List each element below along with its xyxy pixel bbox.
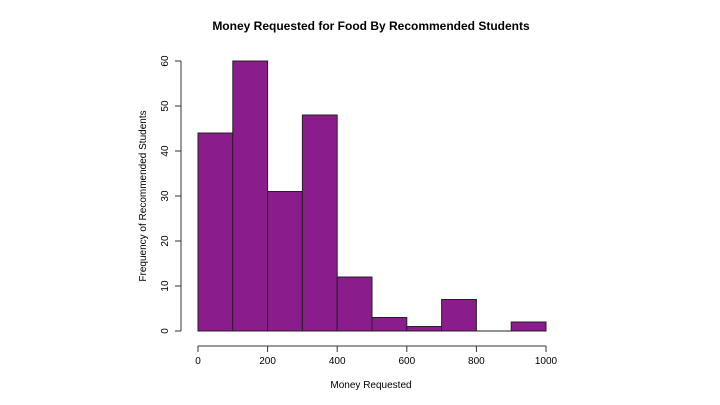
x-ticks-group: 0 200 400 600 800 1000: [195, 346, 558, 367]
histogram-bar: [510, 321, 547, 332]
y-tick-label: 30: [160, 190, 171, 202]
x-tick-label: 200: [259, 356, 276, 367]
y-tick-label: 50: [160, 100, 171, 112]
y-axis-label: Frequency of Recommended Students: [138, 110, 149, 281]
y-tick-label: 10: [160, 280, 171, 292]
histogram-bar: [336, 276, 373, 332]
x-tick-label: 800: [468, 356, 485, 367]
x-axis-label: Money Requested: [330, 380, 411, 391]
x-tick-label: 1000: [535, 356, 558, 367]
x-tick-label: 600: [398, 356, 415, 367]
bars-group: [197, 60, 547, 332]
chart-title: Money Requested for Food By Recommended …: [212, 19, 530, 33]
histogram-bar: [197, 132, 234, 332]
histogram-bar: [232, 60, 269, 332]
histogram-bar: [301, 114, 338, 332]
y-tick-label: 0: [160, 328, 171, 334]
y-tick-label: 60: [160, 55, 171, 67]
x-tick-label: 0: [195, 356, 201, 367]
y-ticks-group: 0 10 20 30 40 50 60: [160, 55, 181, 334]
y-tick-label: 40: [160, 145, 171, 157]
histogram-bar: [406, 326, 443, 332]
x-tick-label: 400: [329, 356, 346, 367]
histogram-bar: [441, 299, 477, 332]
histogram-bar: [371, 317, 408, 332]
histogram-bar: [267, 191, 303, 332]
y-tick-label: 20: [160, 235, 171, 247]
